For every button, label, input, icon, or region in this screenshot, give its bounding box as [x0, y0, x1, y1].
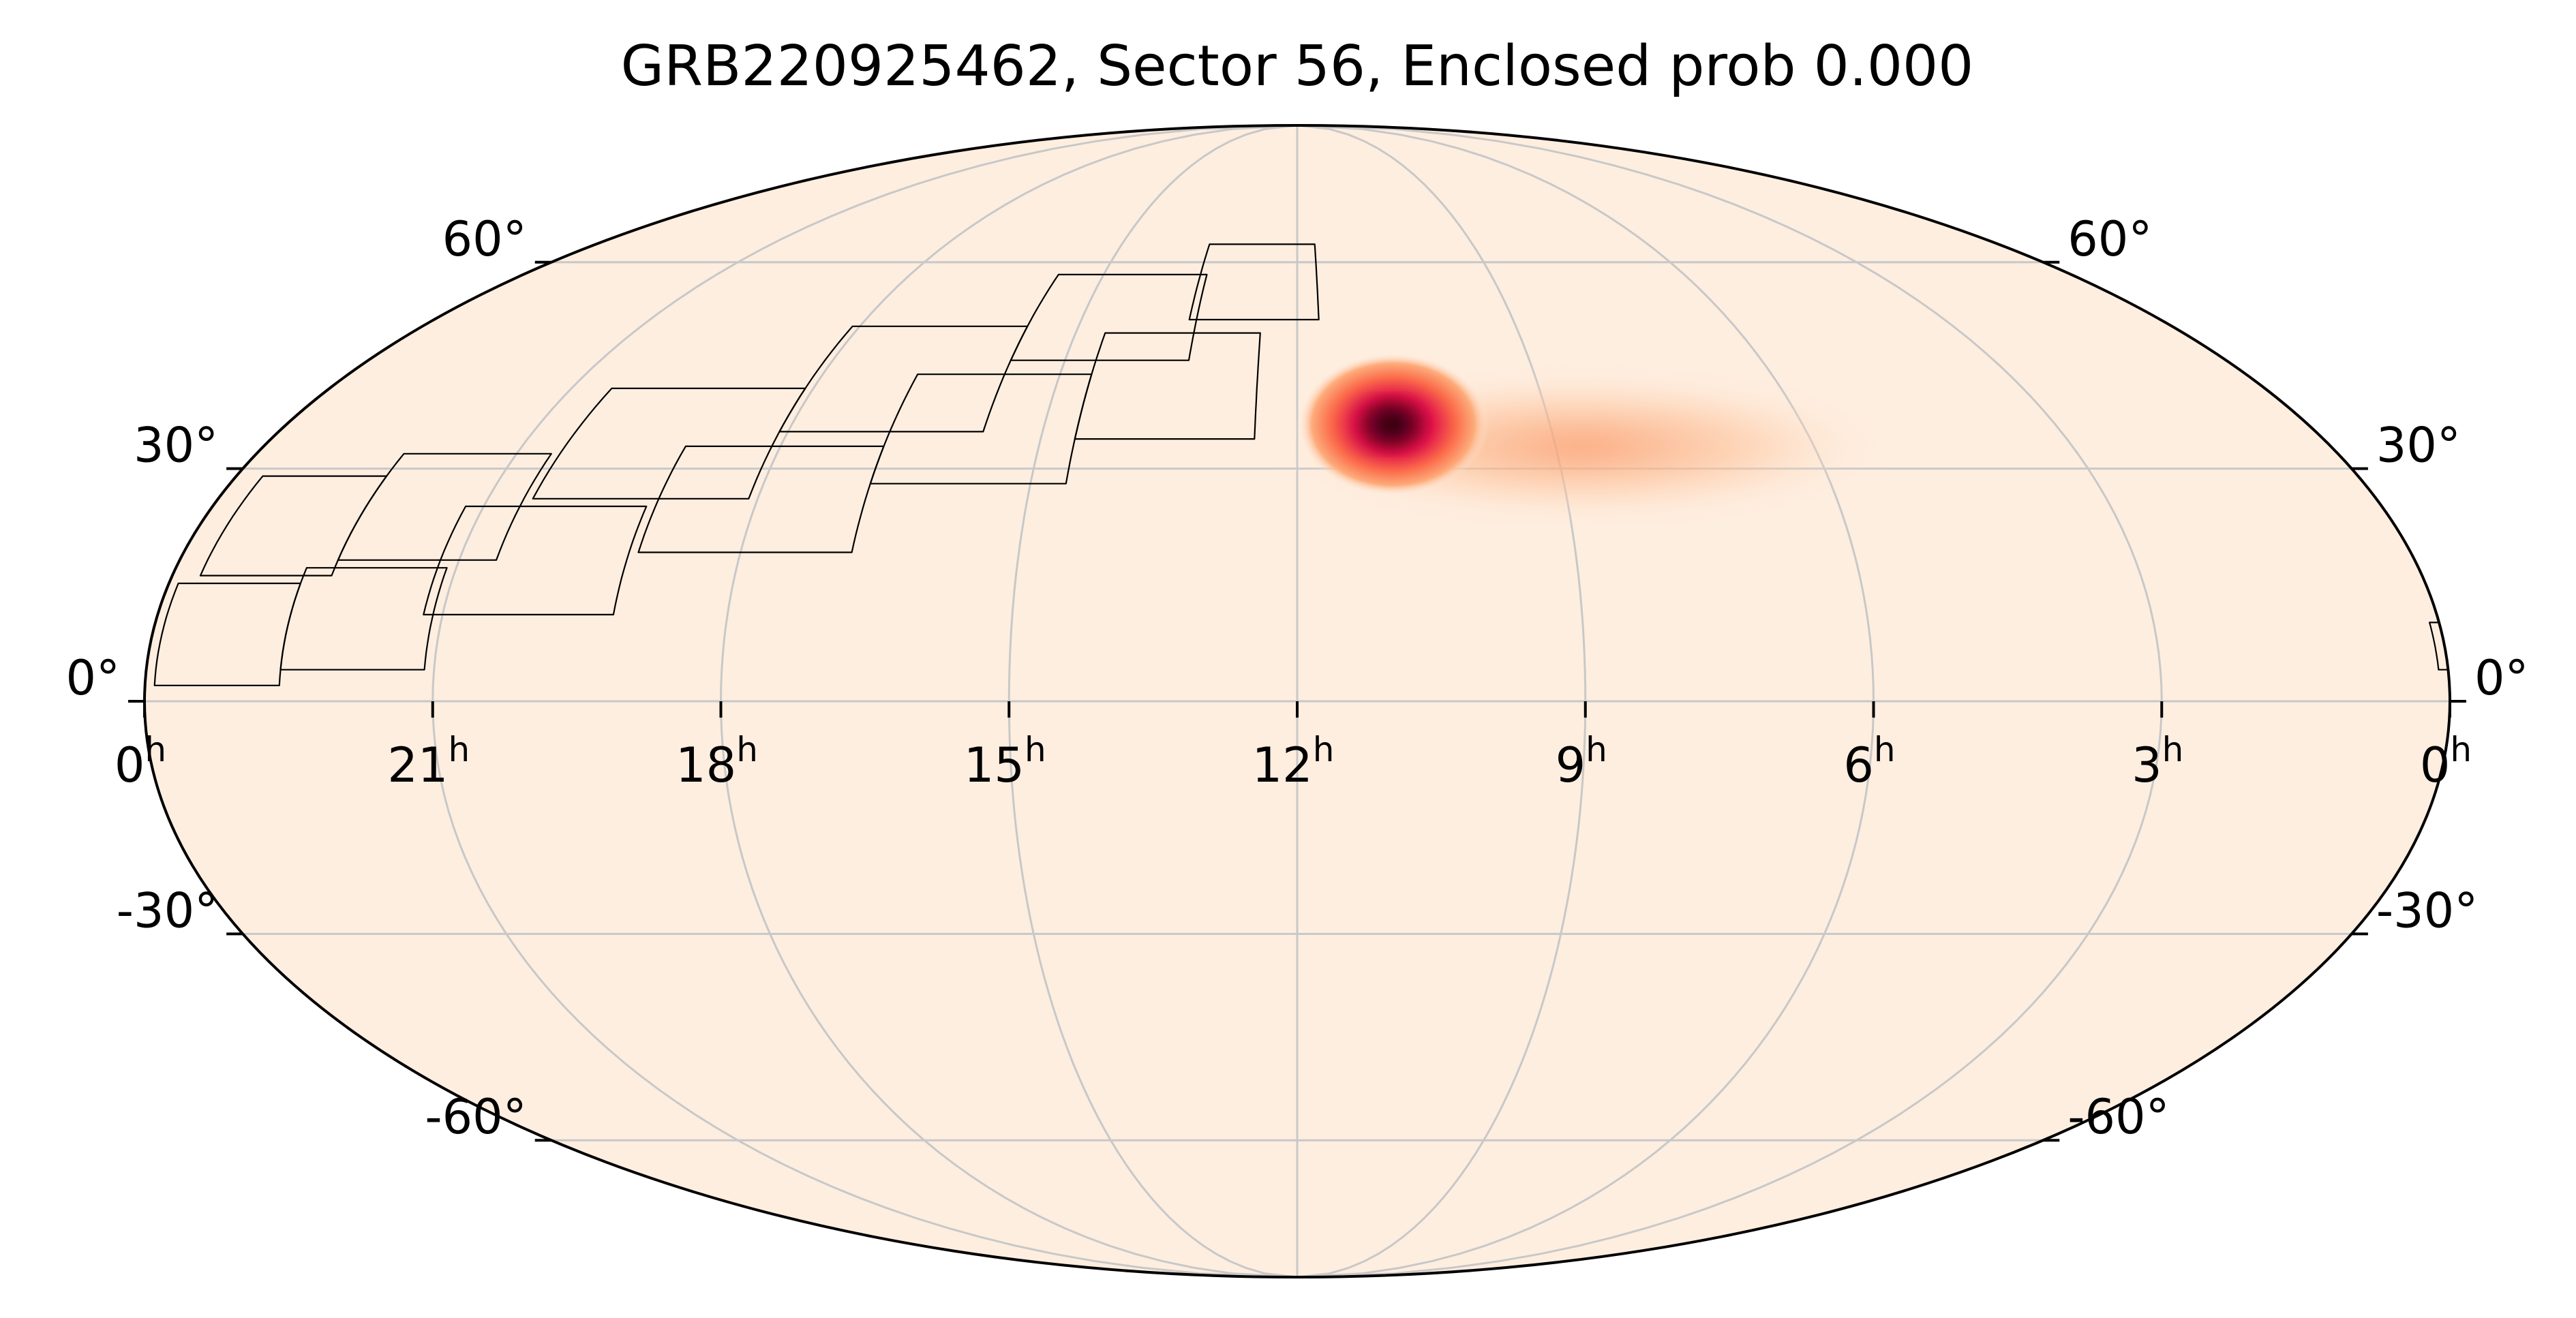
dec-tick-label-right: 30°	[2376, 418, 2461, 474]
ccd-footprint	[279, 567, 448, 671]
ra-tick-label: 21h	[387, 730, 470, 793]
dec-tick-label-left: 0°	[65, 650, 120, 706]
axis-labels: 0h 21h 18h 15h 12h 9h 6h 3h 0h 60° 30° 0° -30° -60° 60…	[65, 211, 2528, 1145]
dec-tick-label-left: 60°	[442, 211, 527, 267]
ccd-footprint	[1010, 273, 1208, 361]
axis-ticks	[128, 260, 2466, 1142]
ra-tick-label: 15h	[964, 730, 1046, 793]
map-title: GRB220925462, Sector 56, Enclosed prob 0…	[621, 34, 1974, 99]
ra-tick-label: 0h	[2420, 730, 2472, 793]
ra-tick-label: 9h	[1556, 730, 1607, 793]
ccd-footprint	[1074, 332, 1261, 440]
ccd-footprint	[1188, 243, 1320, 321]
dec-tick-label-right: -30°	[2376, 883, 2478, 938]
dec-tick-label-left: -30°	[117, 883, 218, 938]
ra-tick-label: 3h	[2132, 730, 2183, 793]
ra-tick-label: 12h	[1252, 730, 1335, 793]
ra-tick-label: 0h	[115, 730, 166, 793]
sector-footprints	[153, 243, 2449, 686]
ra-tick-label: 18h	[676, 730, 758, 793]
probability-heatmap	[1267, 352, 1896, 522]
dec-tick-label-right: -60°	[2067, 1089, 2169, 1145]
dec-tick-label-right: 0°	[2474, 650, 2529, 706]
ra-tick-label: 6h	[1843, 730, 1895, 793]
dec-tick-label-right: 60°	[2067, 211, 2152, 267]
ccd-footprint	[337, 453, 552, 561]
dec-tick-label-left: -60°	[425, 1089, 526, 1145]
ccd-footprint	[423, 505, 648, 615]
dec-tick-label-left: 30°	[134, 418, 218, 474]
probability-peak-core	[1367, 408, 1412, 441]
